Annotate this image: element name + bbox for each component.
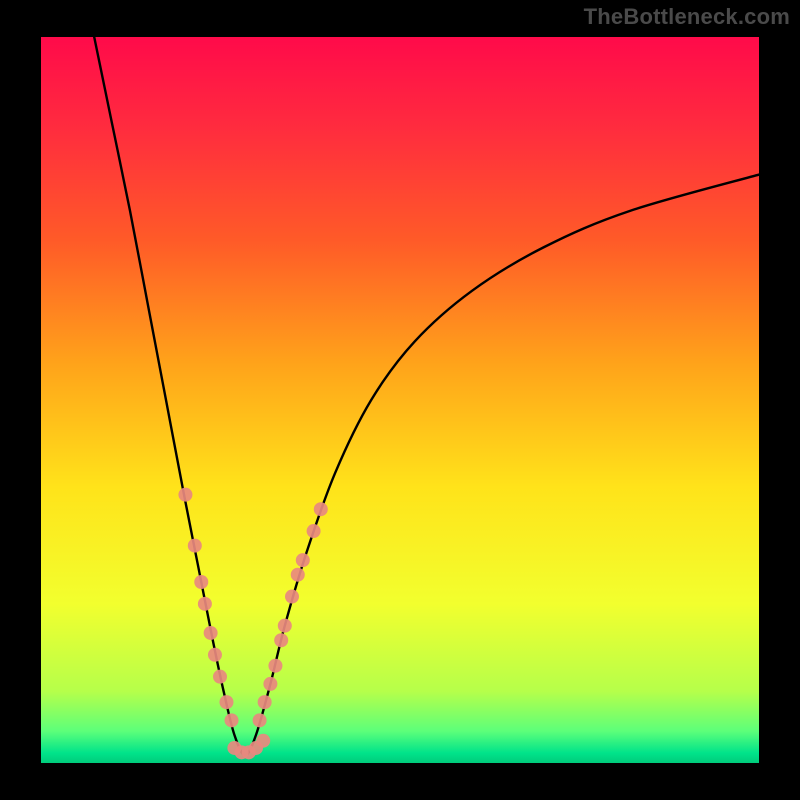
bottleneck-chart [0,0,800,800]
data-point [291,568,305,582]
data-point [194,575,208,589]
watermark-text: TheBottleneck.com [584,4,790,30]
data-point [274,633,288,647]
chart-background [40,36,760,764]
data-point [188,539,202,553]
data-point [225,713,239,727]
data-point [208,648,222,662]
data-point [256,734,270,748]
data-point [307,524,321,538]
data-point [258,695,272,709]
data-point [178,488,192,502]
data-point [285,590,299,604]
data-point [314,502,328,516]
data-point [253,713,267,727]
data-point [219,695,233,709]
data-point [204,626,218,640]
data-point [296,553,310,567]
data-point [198,597,212,611]
data-point [278,619,292,633]
data-point [268,659,282,673]
data-point [213,670,227,684]
data-point [263,677,277,691]
